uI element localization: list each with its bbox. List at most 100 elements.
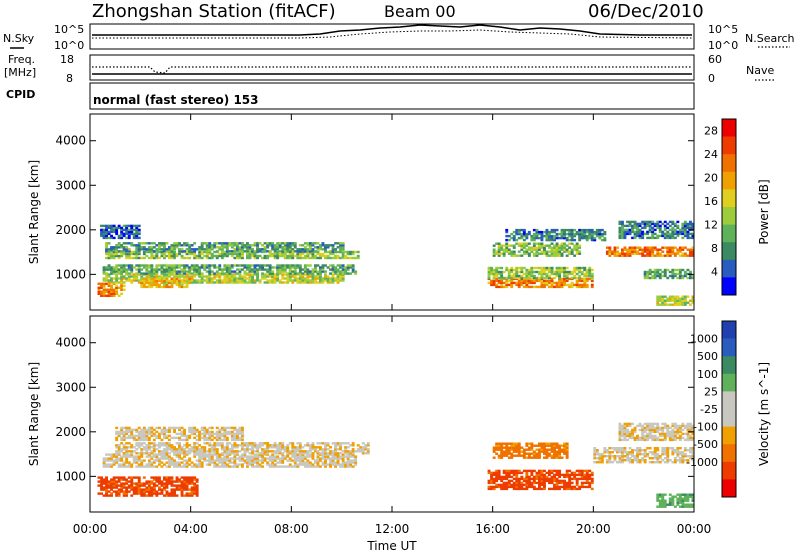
data-cell bbox=[110, 254, 113, 258]
colorbar-swatch bbox=[722, 224, 736, 243]
data-cell bbox=[497, 246, 501, 249]
data-cell bbox=[319, 244, 322, 247]
data-cell bbox=[563, 230, 566, 234]
data-cell bbox=[283, 244, 287, 247]
data-cell bbox=[178, 250, 181, 253]
data-cell bbox=[595, 461, 599, 464]
data-cell bbox=[198, 246, 202, 249]
data-cell bbox=[185, 461, 189, 464]
data-cell bbox=[158, 277, 161, 281]
data-cell bbox=[246, 264, 249, 267]
data-cell bbox=[316, 272, 320, 275]
data-cell bbox=[331, 270, 335, 273]
data-cell bbox=[190, 250, 194, 254]
data-cell bbox=[565, 454, 569, 457]
data-cell bbox=[568, 469, 572, 473]
data-cell bbox=[251, 248, 254, 251]
data-cell bbox=[691, 254, 695, 257]
data-cell bbox=[346, 250, 350, 254]
data-cell bbox=[336, 463, 340, 466]
data-cell bbox=[178, 242, 181, 245]
data-cell bbox=[560, 244, 564, 247]
data-cell bbox=[500, 483, 504, 487]
data-cell bbox=[553, 270, 556, 274]
data-cell bbox=[147, 463, 151, 466]
data-cell bbox=[331, 250, 335, 253]
data-cell bbox=[339, 246, 342, 249]
data-cell bbox=[598, 455, 602, 458]
data-cell bbox=[220, 453, 224, 456]
data-cell bbox=[303, 268, 307, 271]
data-cell bbox=[621, 230, 624, 234]
data-cell bbox=[500, 450, 504, 453]
data-cell bbox=[193, 428, 197, 432]
data-cell bbox=[550, 448, 554, 451]
data-cell bbox=[691, 226, 695, 230]
data-cell bbox=[110, 279, 113, 282]
data-cell bbox=[603, 236, 607, 240]
data-cell bbox=[540, 473, 544, 477]
data-cell bbox=[686, 232, 690, 236]
data-cell bbox=[648, 246, 652, 249]
data-cell bbox=[168, 465, 171, 468]
data-cell bbox=[495, 469, 499, 473]
data-cell bbox=[344, 250, 348, 254]
data-cell bbox=[137, 455, 141, 458]
data-cell bbox=[316, 453, 320, 456]
data-cell bbox=[228, 430, 232, 434]
data-cell bbox=[168, 476, 171, 479]
data-cell bbox=[203, 250, 207, 254]
data-cell bbox=[663, 453, 667, 456]
data-cell bbox=[638, 222, 642, 226]
data-cell bbox=[490, 272, 493, 276]
data-cell bbox=[626, 438, 629, 442]
data-cell bbox=[238, 242, 242, 245]
data-cell bbox=[490, 270, 493, 274]
data-cell bbox=[132, 446, 136, 449]
data-cell bbox=[160, 264, 164, 267]
data-cell bbox=[520, 471, 524, 475]
data-cell bbox=[236, 452, 239, 455]
data-cell bbox=[175, 242, 179, 245]
data-cell bbox=[686, 295, 690, 298]
data-cell bbox=[107, 292, 111, 295]
data-cell bbox=[568, 285, 572, 289]
data-cell bbox=[301, 250, 305, 253]
data-cell bbox=[263, 442, 267, 445]
data-cell bbox=[246, 444, 249, 447]
data-cell bbox=[543, 276, 546, 280]
data-cell bbox=[286, 453, 290, 456]
data-cell bbox=[120, 254, 124, 258]
data-cell bbox=[344, 254, 348, 258]
data-cell bbox=[268, 264, 272, 267]
data-cell bbox=[538, 442, 541, 445]
data-cell bbox=[588, 473, 592, 477]
data-cell bbox=[535, 230, 539, 234]
data-cell bbox=[344, 256, 348, 260]
data-cell bbox=[200, 279, 204, 282]
data-cell bbox=[155, 275, 159, 278]
data-cell bbox=[147, 465, 151, 468]
data-cell bbox=[595, 230, 599, 234]
data-cell bbox=[110, 284, 113, 287]
data-cell bbox=[548, 479, 551, 483]
data-cell bbox=[105, 484, 108, 487]
data-cell bbox=[130, 453, 134, 456]
data-cell bbox=[641, 252, 645, 255]
data-cell bbox=[115, 486, 119, 489]
data-cell bbox=[117, 264, 121, 267]
data-cell bbox=[681, 226, 685, 230]
data-cell bbox=[563, 270, 566, 274]
data-cell bbox=[558, 444, 561, 447]
data-cell bbox=[500, 252, 504, 255]
data-cell bbox=[628, 453, 632, 456]
data-cell bbox=[553, 456, 556, 459]
data-cell bbox=[268, 252, 272, 256]
data-cell bbox=[268, 457, 272, 460]
data-cell bbox=[200, 272, 204, 275]
data-cell bbox=[653, 449, 657, 452]
data-cell bbox=[545, 238, 549, 242]
data-cell bbox=[115, 452, 119, 455]
data-cell bbox=[334, 448, 337, 451]
data-cell bbox=[115, 292, 119, 295]
